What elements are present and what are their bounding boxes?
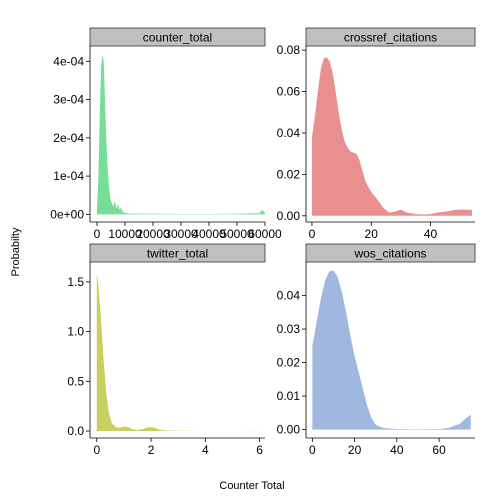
facet-strip-label: counter_total <box>143 31 212 45</box>
x-tick-label: 20 <box>348 443 362 457</box>
x-tick-label: 0 <box>94 227 101 241</box>
facet-panels: counter_total 0e+00 1e-04 2e-04 3e-04 4e-04 0 1… <box>50 28 475 457</box>
y-tick-label: 0.04 <box>277 126 301 140</box>
panel-crossref-citations: crossref_citations 0.00 0.02 0.04 0.06 0.08 0 2… <box>277 28 475 241</box>
x-tick-label: 60000 <box>248 227 282 241</box>
y-tick-label: 0.00 <box>277 423 301 437</box>
facet-strip-label: crossref_citations <box>344 31 437 45</box>
x-tick-label: 0 <box>93 443 100 457</box>
x-tick-label: 2 <box>148 443 155 457</box>
y-tick-label: 3e-04 <box>53 93 84 107</box>
density-area <box>312 57 472 215</box>
y-tick-label: 0.06 <box>277 85 301 99</box>
y-tick-label: 4e-04 <box>53 54 84 68</box>
panel-twitter-total: twitter_total 0.0 0.5 1.0 1.5 0 2 4 6 <box>67 244 265 457</box>
y-tick-label: 0.02 <box>277 167 301 181</box>
y-tick-label: 0.01 <box>277 389 301 403</box>
x-tick-label: 40 <box>424 227 438 241</box>
x-tick-label: 0 <box>309 443 316 457</box>
y-tick-label: 1e-04 <box>53 169 84 183</box>
y-tick-label: 0.08 <box>277 43 301 57</box>
density-area <box>97 274 260 431</box>
y-tick-label: 0.0 <box>67 424 84 438</box>
y-axis-title: Probabilty <box>10 227 22 276</box>
y-tick-label: 1.5 <box>67 275 84 289</box>
y-tick-label: 0.5 <box>67 374 84 388</box>
facet-strip-label: wos_citations <box>353 247 426 261</box>
y-tick-label: 1.0 <box>67 325 84 339</box>
x-tick-label: 60 <box>432 443 446 457</box>
x-tick-label: 40 <box>390 443 404 457</box>
x-tick-label: 0 <box>309 227 316 241</box>
x-tick-label: 20 <box>365 227 379 241</box>
panel-wos-citations: wos_citations 0.00 0.01 0.02 0.03 0.04 0 20 40 60 <box>277 244 475 457</box>
y-tick-label: 0e+00 <box>50 207 84 221</box>
density-area <box>312 270 470 429</box>
density-area <box>97 54 265 214</box>
x-axis-title: Counter Total <box>219 480 284 492</box>
x-tick-label: 6 <box>256 443 263 457</box>
y-tick-label: 0.03 <box>277 322 301 336</box>
y-tick-label: 2e-04 <box>53 131 84 145</box>
x-tick-label: 4 <box>202 443 209 457</box>
y-tick-label: 0.04 <box>277 289 301 303</box>
facet-strip-label: twitter_total <box>147 247 208 261</box>
y-tick-label: 0.02 <box>277 356 301 370</box>
y-tick-label: 0.00 <box>277 209 301 223</box>
